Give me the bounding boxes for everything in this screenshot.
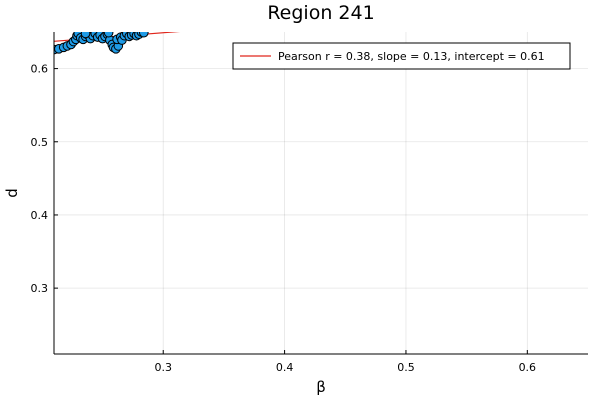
y-tick-label: 0.3 — [31, 282, 49, 295]
x-tick-label: 0.6 — [519, 361, 537, 374]
x-tick-label: 0.5 — [397, 361, 415, 374]
x-tick-labels: 0.3 0.4 0.5 0.6 — [154, 361, 536, 374]
legend-box — [232, 42, 571, 70]
y-tick-label: 0.6 — [31, 63, 49, 76]
x-tick-label: 0.3 — [154, 361, 172, 374]
legend-label: Pearson r = 0.38, slope = 0.13, intercep… — [278, 50, 545, 63]
y-tick-labels: 0.3 0.4 0.5 0.6 — [31, 63, 49, 296]
y-tick-label: 0.4 — [31, 209, 49, 222]
x-axis-label: β — [316, 378, 326, 396]
legend: Pearson r = 0.38, slope = 0.13, intercep… — [232, 42, 571, 70]
chart-title: Region 241 — [267, 2, 374, 24]
axes — [53, 32, 588, 355]
y-tick-label: 0.5 — [31, 136, 49, 149]
x-tick-label: 0.4 — [276, 361, 294, 374]
scatter-point — [139, 32, 149, 38]
scatter-point — [80, 32, 91, 39]
scatter-points — [54, 32, 149, 55]
y-axis-label: d — [3, 188, 21, 198]
scatter-point — [103, 32, 114, 38]
grid-lines — [54, 32, 588, 354]
